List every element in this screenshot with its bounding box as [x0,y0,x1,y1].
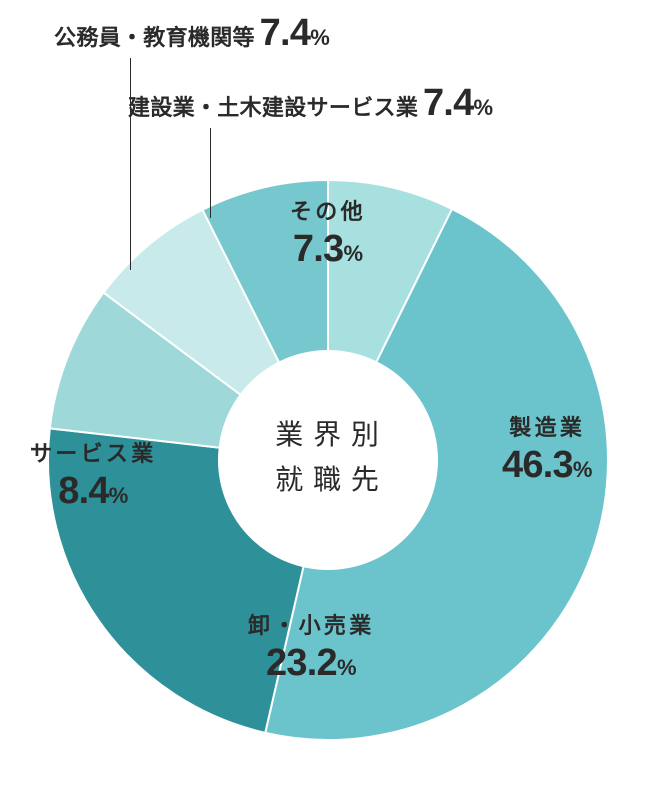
center-title-line1: 業界別 [275,419,388,450]
center-title-line2: 就職先 [275,464,388,495]
pct-sign: % [573,457,593,482]
callout-name: 建設業・土木建設サービス業 [128,95,418,120]
chart-container: { "chart": { "type": "pie", "center_titl… [0,0,656,787]
slice-value: 23.2 [266,642,337,684]
pct-sign: % [310,25,330,50]
slice-value: 7.3 [293,228,344,270]
leader-line [210,128,211,218]
callout-public: 公務員・教育機関等 7.4% [54,12,330,55]
center-title: 業界別 就職先 [248,413,416,503]
slice-label-retail: 卸・小売業 23.2% [248,612,375,687]
slice-label-service: サービス業 8.4% [30,440,157,515]
slice-label-other: その他 7.3% [290,198,366,273]
slice-value: 8.4 [58,470,109,512]
pct-sign: % [473,95,493,120]
pct-sign: % [343,241,363,266]
slice-name: その他 [290,198,366,226]
pct-sign: % [109,483,129,508]
pct-sign: % [337,655,357,680]
slice-label-manufacturing: 製造業 46.3% [502,414,592,489]
slice-name: サービス業 [30,440,157,468]
callout-value: 7.4 [423,82,474,124]
slice-name: 卸・小売業 [248,612,375,640]
callout-value: 7.4 [260,12,311,54]
slice-value: 46.3 [502,444,573,486]
slice-name: 製造業 [502,414,592,442]
callout-name: 公務員・教育機関等 [54,25,255,50]
callout-construction: 建設業・土木建設サービス業 7.4% [128,82,493,125]
